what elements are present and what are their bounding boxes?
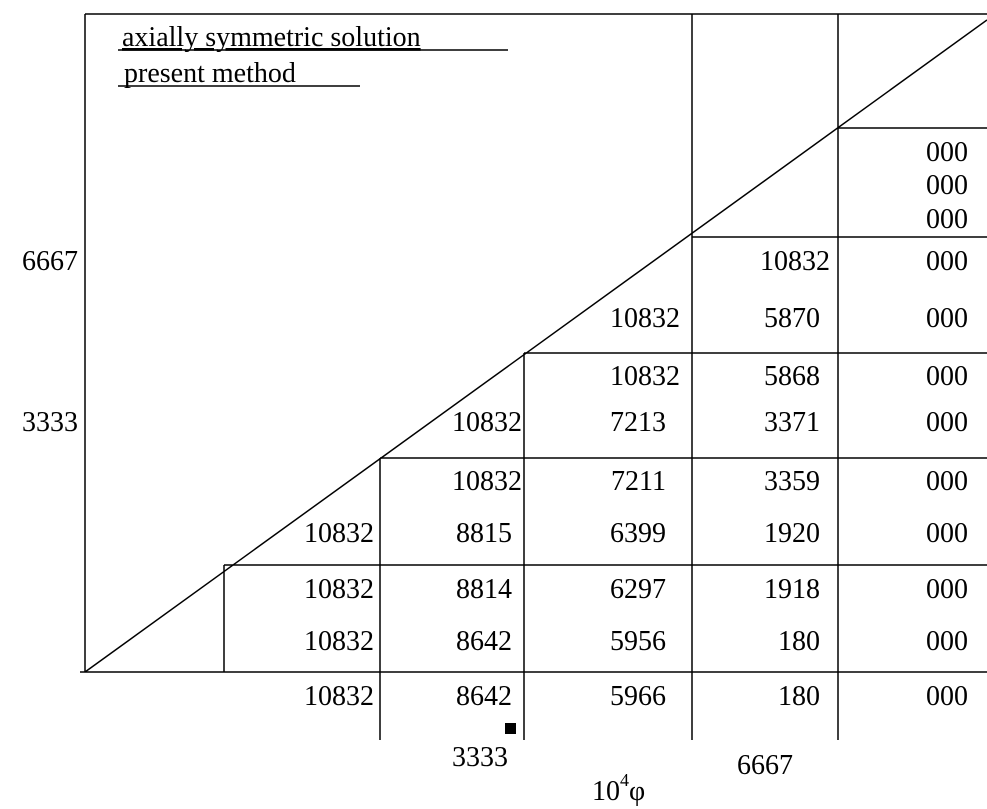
cell-r15c3: 6399 bbox=[610, 518, 666, 549]
x-axis-label-exponent: 4 bbox=[620, 770, 629, 790]
cell-r12c3: 10832 bbox=[610, 361, 680, 392]
cell-r15c2: 8815 bbox=[456, 518, 512, 549]
cell-r14c5: 000 bbox=[926, 466, 968, 497]
cell-r11c4: 5870 bbox=[764, 303, 820, 334]
cell-r10c4: 10832 bbox=[760, 246, 830, 277]
cell-r16c2: 8814 bbox=[456, 574, 512, 605]
cell-r16c4: 1918 bbox=[764, 574, 820, 605]
cell-r16c3: 6297 bbox=[610, 574, 666, 605]
cell-r18c1: 10832 bbox=[304, 681, 374, 712]
cell-r13c4: 3371 bbox=[764, 407, 820, 438]
cell-r12c5: 000 bbox=[926, 361, 968, 392]
cell-r13c3: 7213 bbox=[610, 407, 666, 438]
y-tick-3333: 3333 bbox=[22, 407, 78, 438]
cell-r17c3: 5956 bbox=[610, 626, 666, 657]
cell-r15c5: 000 bbox=[926, 518, 968, 549]
x-tick-6667: 6667 bbox=[737, 750, 793, 781]
cell-r9c5: 000 bbox=[926, 204, 968, 235]
cell-r15c1: 10832 bbox=[304, 518, 374, 549]
legend-present-method: present method bbox=[124, 58, 296, 89]
cell-r11c3: 10832 bbox=[610, 303, 680, 334]
cell-r10c5: 000 bbox=[926, 246, 968, 277]
cell-r18c5: 000 bbox=[926, 681, 968, 712]
cell-r16c5: 000 bbox=[926, 574, 968, 605]
cell-r13c2: 10832 bbox=[452, 407, 522, 438]
cell-r12c4: 5868 bbox=[764, 361, 820, 392]
x-axis-label: 104φ bbox=[592, 770, 645, 807]
cell-r14c4: 3359 bbox=[764, 466, 820, 497]
cell-r18c4: 180 bbox=[778, 681, 820, 712]
cell-r17c1: 10832 bbox=[304, 626, 374, 657]
x-axis-label-symbol: φ bbox=[629, 776, 645, 807]
x-axis-label-base: 10 bbox=[592, 776, 620, 807]
cell-r7c5: 000 bbox=[926, 137, 968, 168]
cell-r14c2: 10832 bbox=[452, 466, 522, 497]
cell-r13c5: 000 bbox=[926, 407, 968, 438]
cell-r16c1: 10832 bbox=[304, 574, 374, 605]
x-tick-3333: 3333 bbox=[452, 742, 508, 773]
cell-r15c4: 1920 bbox=[764, 518, 820, 549]
y-tick-6667: 6667 bbox=[22, 246, 78, 277]
cell-r17c2: 8642 bbox=[456, 626, 512, 657]
cell-r18c2: 8642 bbox=[456, 681, 512, 712]
cell-r14c3: 7211 bbox=[611, 466, 666, 497]
cell-r11c5: 000 bbox=[926, 303, 968, 334]
diagonal-boundary-line bbox=[84, 19, 987, 673]
legend-axially-symmetric: axially symmetric solution bbox=[122, 22, 421, 53]
cell-r17c4: 180 bbox=[778, 626, 820, 657]
cell-r8c5: 000 bbox=[926, 170, 968, 201]
cell-r18c3: 5966 bbox=[610, 681, 666, 712]
cell-r17c5: 000 bbox=[926, 626, 968, 657]
tick-marker bbox=[505, 723, 516, 734]
